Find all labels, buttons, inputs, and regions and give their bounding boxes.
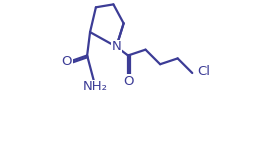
- Text: N: N: [111, 40, 121, 53]
- Text: NH₂: NH₂: [83, 80, 108, 93]
- Text: O: O: [61, 55, 72, 68]
- Text: O: O: [123, 74, 133, 88]
- Text: Cl: Cl: [197, 65, 210, 78]
